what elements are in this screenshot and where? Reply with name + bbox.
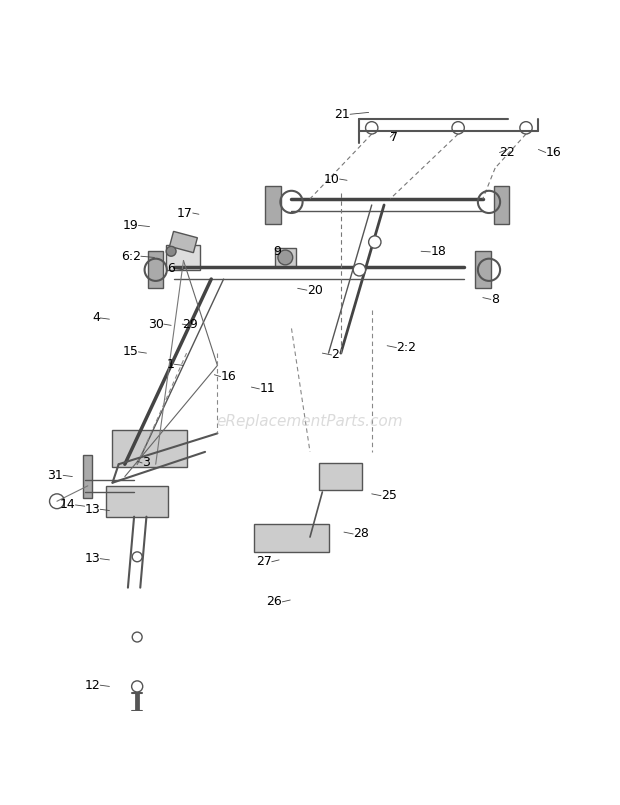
Text: 1: 1 xyxy=(166,357,174,371)
Bar xyxy=(148,251,164,288)
Bar xyxy=(112,431,187,468)
Circle shape xyxy=(132,632,142,642)
Bar xyxy=(494,187,509,224)
Text: 4: 4 xyxy=(92,312,100,324)
Circle shape xyxy=(132,552,142,562)
Text: 6: 6 xyxy=(167,262,175,275)
Text: 12: 12 xyxy=(84,679,100,691)
Bar xyxy=(169,231,197,253)
Bar xyxy=(106,486,168,517)
Text: 2:2: 2:2 xyxy=(396,341,417,354)
Bar xyxy=(83,455,92,498)
Text: 22: 22 xyxy=(500,146,515,159)
Text: 28: 28 xyxy=(353,527,369,540)
Text: eReplacementParts.com: eReplacementParts.com xyxy=(216,414,404,428)
Text: 21: 21 xyxy=(334,108,350,121)
Text: 8: 8 xyxy=(491,293,499,306)
Circle shape xyxy=(278,250,293,265)
Text: 13: 13 xyxy=(84,552,100,565)
Text: 20: 20 xyxy=(307,283,323,297)
Bar xyxy=(275,248,296,266)
Text: 11: 11 xyxy=(259,382,275,395)
Text: 16: 16 xyxy=(546,146,562,159)
Bar xyxy=(475,251,490,288)
Text: 7: 7 xyxy=(390,130,398,143)
Circle shape xyxy=(369,236,381,248)
Bar xyxy=(265,187,281,224)
Text: 29: 29 xyxy=(182,318,198,331)
Bar xyxy=(319,463,363,490)
Text: 27: 27 xyxy=(256,555,272,568)
Circle shape xyxy=(166,246,176,256)
Text: 14: 14 xyxy=(60,498,76,511)
Text: 19: 19 xyxy=(123,219,138,232)
Text: 6:2: 6:2 xyxy=(121,250,141,262)
Text: 26: 26 xyxy=(267,596,282,609)
Bar xyxy=(167,245,200,270)
Circle shape xyxy=(353,263,366,276)
Text: 15: 15 xyxy=(123,345,138,358)
Text: 31: 31 xyxy=(47,469,63,482)
Text: 3: 3 xyxy=(142,456,150,469)
Text: 18: 18 xyxy=(430,246,446,258)
Text: 30: 30 xyxy=(148,318,164,331)
Text: 17: 17 xyxy=(177,207,193,220)
Text: 16: 16 xyxy=(221,370,236,383)
Text: 25: 25 xyxy=(381,489,397,502)
Text: 10: 10 xyxy=(324,172,340,186)
Bar xyxy=(254,524,329,552)
Text: 13: 13 xyxy=(84,503,100,516)
Circle shape xyxy=(131,681,143,692)
Text: 9: 9 xyxy=(273,246,281,258)
Text: 2: 2 xyxy=(332,349,340,361)
